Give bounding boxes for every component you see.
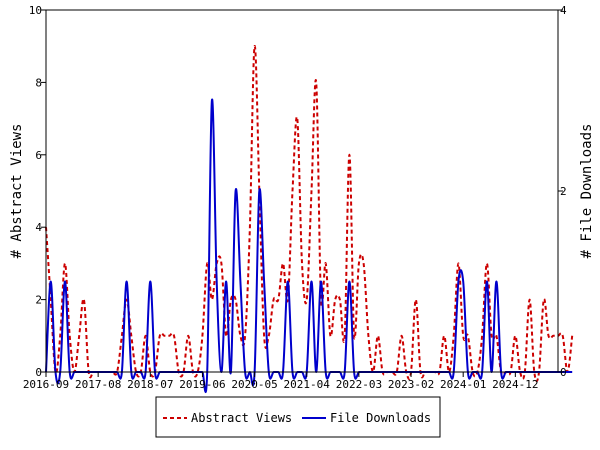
legend-label-file-downloads: File Downloads (330, 411, 431, 425)
y-tick-label: 4 (35, 221, 42, 234)
x-tick-label: 2017-08 (75, 378, 121, 391)
x-tick-label: 2019-06 (179, 378, 225, 391)
legend-box (155, 396, 441, 438)
x-tick-label: 2022-03 (336, 378, 382, 391)
y2-axis-title: # File Downloads (579, 124, 595, 259)
y-tick-label: 8 (35, 76, 42, 89)
x-tick-label: 2024-01 (440, 378, 486, 391)
x-tick-label: 2018-07 (127, 378, 173, 391)
axes: 0 2 4 6 8 10 0 2 4 2016-09 2017-08 2018-07 2019-06 20… (23, 4, 567, 391)
plot-lines (45, 45, 574, 393)
y-tick-label: 6 (35, 149, 42, 162)
x-tick-label: 2023-02 (388, 378, 434, 391)
series-line-abstract-views (45, 45, 574, 383)
y-tick-label: 10 (29, 4, 42, 17)
legend-label-abstract-views: Abstract Views (191, 411, 292, 425)
y2-tick-label: 2 (560, 185, 567, 198)
legend: Abstract Views File Downloads (155, 396, 441, 438)
x-tick-label: 2016-09 (23, 378, 69, 391)
y-axis-title: # Abstract Views (9, 124, 25, 259)
x-tick-label: 2021-04 (284, 378, 331, 391)
y-tick-label: 0 (35, 366, 42, 379)
y2-tick-label: 4 (560, 4, 567, 17)
y-tick-label: 2 (35, 294, 42, 307)
x-tick-label: 2020-05 (231, 378, 277, 391)
y2-tick-label: 0 (560, 366, 567, 379)
x-tick-label: 2024-12 (492, 378, 538, 391)
